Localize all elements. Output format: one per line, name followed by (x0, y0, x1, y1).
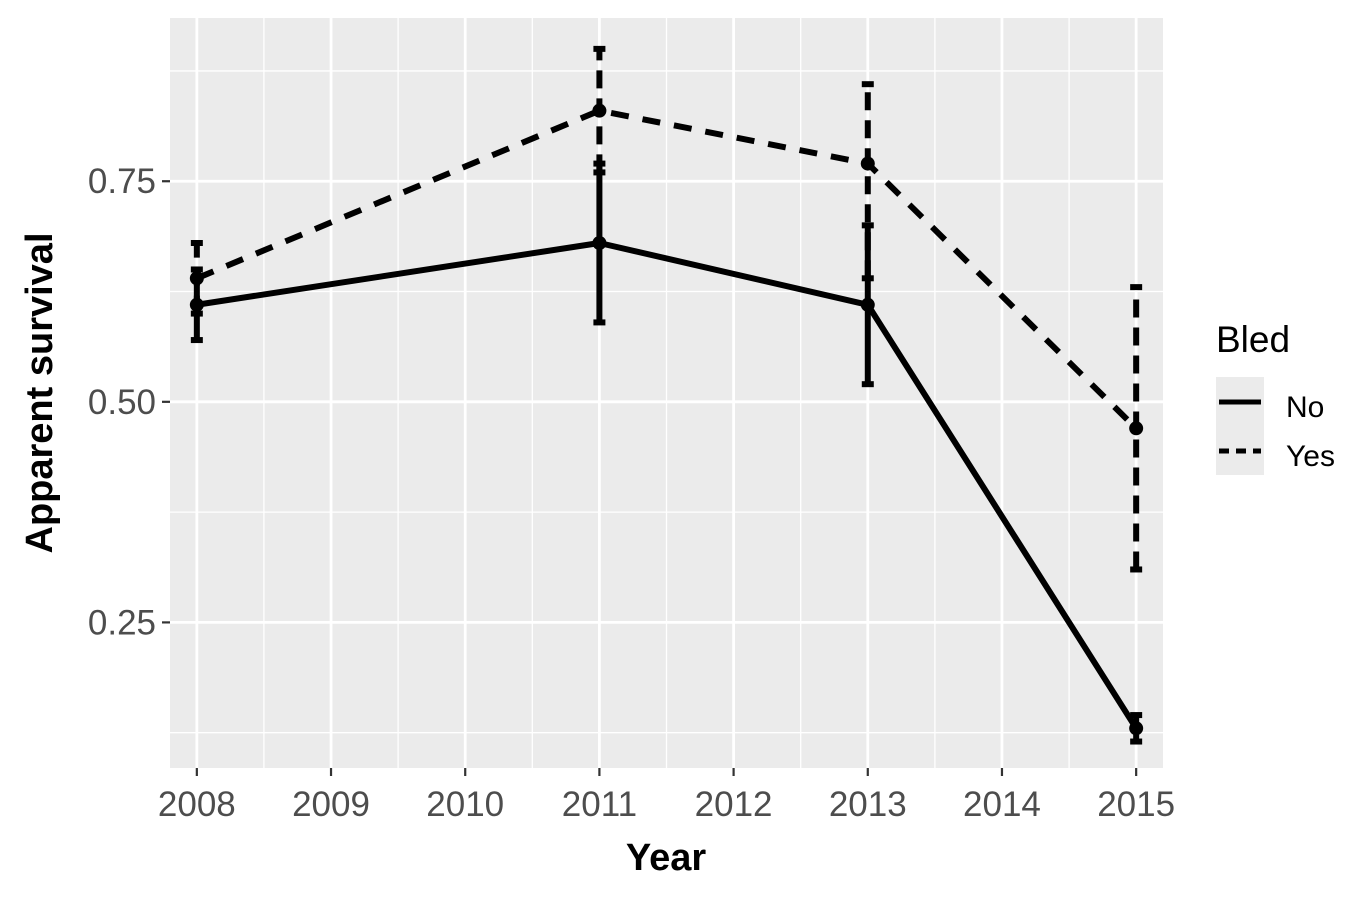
x-tick-label: 2013 (829, 785, 907, 824)
x-tick-label: 2010 (426, 785, 504, 824)
data-point-yes (860, 156, 875, 171)
x-tick-label: 2015 (1097, 785, 1175, 824)
x-tick-label: 2011 (562, 785, 637, 824)
x-tick-label: 2008 (158, 785, 236, 824)
data-point-yes (1129, 421, 1144, 436)
data-point-no (592, 236, 607, 250)
data-point-no (860, 297, 875, 312)
x-tick-label: 2012 (695, 785, 773, 824)
series-line-yes (195, 107, 1139, 431)
legend-title: Bled (1216, 319, 1290, 360)
data-point-yes (189, 271, 204, 286)
legend-label-yes: Yes (1286, 440, 1335, 473)
grid-lines (170, 18, 1163, 768)
x-axis-title: Year (626, 837, 707, 879)
legend-label-no: No (1286, 391, 1324, 424)
y-tick-label: 0.50 (88, 383, 156, 422)
data-point-no (1129, 721, 1144, 736)
x-tick-label: 2014 (963, 785, 1041, 824)
data-point-yes (592, 103, 607, 118)
y-tick-label: 0.25 (88, 603, 156, 642)
x-tick-label: 2009 (292, 785, 370, 824)
legend-key-background (1216, 377, 1264, 475)
axis-ticks: 2008 2009 2010 2011 2012 2013 2014 2015 0.25 0.50… (88, 162, 1175, 824)
series-lines (189, 45, 1144, 745)
legend: Bled No Yes (1216, 319, 1335, 475)
y-axis-title: Apparent survival (19, 233, 61, 554)
series-line-no (196, 240, 1139, 730)
y-tick-label: 0.75 (88, 162, 156, 201)
